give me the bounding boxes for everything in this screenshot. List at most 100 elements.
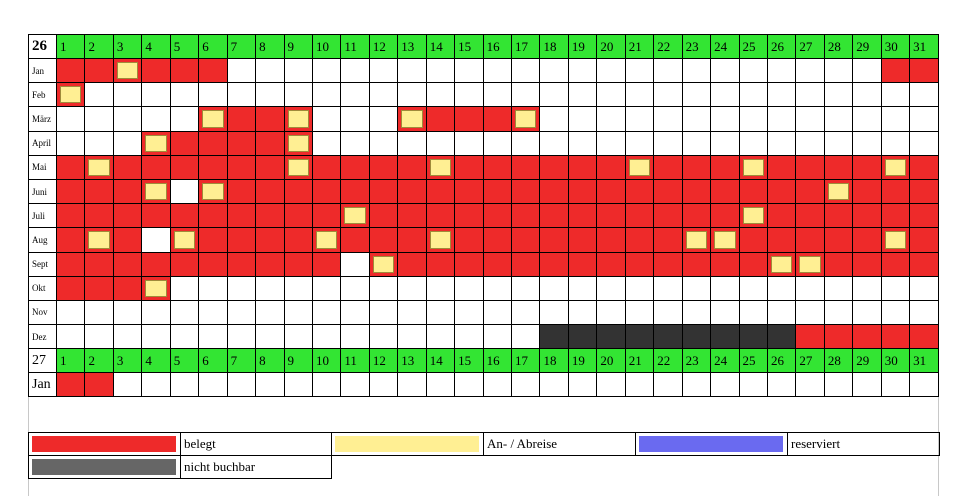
day-cell-booked[interactable] bbox=[226, 154, 257, 180]
day-cell-booked[interactable] bbox=[226, 251, 257, 277]
day-cell-booked[interactable] bbox=[311, 203, 342, 229]
day-cell-free[interactable] bbox=[368, 130, 399, 156]
day-cell-booked[interactable] bbox=[283, 178, 313, 205]
day-cell-free[interactable] bbox=[852, 372, 882, 397]
day-cell-booked[interactable] bbox=[397, 251, 427, 277]
day-cell-booked[interactable] bbox=[567, 227, 598, 253]
day-cell-arrival-departure[interactable] bbox=[738, 154, 768, 180]
day-cell-free[interactable] bbox=[795, 57, 825, 84]
day-cell-free[interactable] bbox=[880, 106, 911, 132]
day-cell-booked[interactable] bbox=[482, 203, 513, 229]
day-cell-free[interactable] bbox=[653, 82, 683, 108]
day-cell-free[interactable] bbox=[425, 130, 456, 156]
day-cell-free[interactable] bbox=[368, 275, 399, 301]
day-cell-booked[interactable] bbox=[226, 130, 257, 156]
day-cell-free[interactable] bbox=[226, 57, 257, 84]
day-cell-free[interactable] bbox=[823, 57, 854, 84]
day-cell-free[interactable] bbox=[539, 106, 569, 132]
day-cell-free[interactable] bbox=[880, 130, 911, 156]
day-cell-booked[interactable] bbox=[795, 178, 825, 205]
day-cell-booked[interactable] bbox=[425, 106, 456, 132]
day-cell-booked[interactable] bbox=[198, 130, 228, 156]
day-cell-free[interactable] bbox=[738, 275, 768, 301]
day-cell-free[interactable] bbox=[482, 275, 513, 301]
day-cell-not-bookable[interactable] bbox=[624, 324, 655, 350]
day-cell-arrival-departure[interactable] bbox=[880, 154, 911, 180]
day-cell-free[interactable] bbox=[539, 299, 569, 326]
day-cell-arrival-departure[interactable] bbox=[425, 227, 456, 253]
day-cell-booked[interactable] bbox=[340, 154, 370, 180]
day-cell-booked[interactable] bbox=[795, 154, 825, 180]
day-cell-booked[interactable] bbox=[112, 251, 143, 277]
day-cell-booked[interactable] bbox=[255, 130, 285, 156]
day-cell-booked[interactable] bbox=[425, 251, 456, 277]
day-cell-free[interactable] bbox=[653, 106, 683, 132]
day-cell-free[interactable] bbox=[539, 275, 569, 301]
day-cell-free[interactable] bbox=[141, 227, 171, 253]
day-cell-booked[interactable] bbox=[55, 227, 86, 253]
day-cell-free[interactable] bbox=[454, 275, 484, 301]
day-cell-booked[interactable] bbox=[311, 154, 342, 180]
day-cell-free[interactable] bbox=[766, 275, 797, 301]
day-cell-booked[interactable] bbox=[852, 154, 882, 180]
day-cell-free[interactable] bbox=[397, 372, 427, 397]
day-cell-free[interactable] bbox=[255, 372, 285, 397]
day-cell-booked[interactable] bbox=[55, 203, 86, 229]
day-cell-arrival-departure[interactable] bbox=[84, 154, 114, 180]
day-cell-free[interactable] bbox=[596, 372, 626, 397]
day-cell-free[interactable] bbox=[681, 82, 712, 108]
day-cell-free[interactable] bbox=[539, 372, 569, 397]
day-cell-booked[interactable] bbox=[510, 154, 541, 180]
day-cell-free[interactable] bbox=[311, 372, 342, 397]
day-cell-booked[interactable] bbox=[55, 251, 86, 277]
day-cell-booked[interactable] bbox=[425, 178, 456, 205]
day-cell-booked[interactable] bbox=[454, 106, 484, 132]
day-cell-free[interactable] bbox=[340, 57, 370, 84]
day-cell-booked[interactable] bbox=[653, 154, 683, 180]
day-cell-booked[interactable] bbox=[880, 324, 911, 350]
day-cell-free[interactable] bbox=[283, 299, 313, 326]
day-cell-booked[interactable] bbox=[624, 251, 655, 277]
day-cell-free[interactable] bbox=[454, 299, 484, 326]
day-cell-booked[interactable] bbox=[482, 178, 513, 205]
day-cell-free[interactable] bbox=[198, 372, 228, 397]
day-cell-free[interactable] bbox=[567, 106, 598, 132]
day-cell-free[interactable] bbox=[880, 82, 911, 108]
day-cell-booked[interactable] bbox=[198, 227, 228, 253]
day-cell-free[interactable] bbox=[425, 275, 456, 301]
day-cell-free[interactable] bbox=[169, 106, 200, 132]
day-cell-booked[interactable] bbox=[84, 178, 114, 205]
day-cell-free[interactable] bbox=[795, 130, 825, 156]
day-cell-booked[interactable] bbox=[510, 227, 541, 253]
day-cell-free[interactable] bbox=[84, 324, 114, 350]
day-cell-booked[interactable] bbox=[539, 251, 569, 277]
day-cell-free[interactable] bbox=[112, 299, 143, 326]
day-cell-free[interactable] bbox=[823, 299, 854, 326]
day-cell-booked[interactable] bbox=[454, 227, 484, 253]
day-cell-arrival-departure[interactable] bbox=[141, 275, 171, 301]
day-cell-booked[interactable] bbox=[653, 203, 683, 229]
day-cell-free[interactable] bbox=[482, 299, 513, 326]
day-cell-booked[interactable] bbox=[852, 203, 882, 229]
day-cell-booked[interactable] bbox=[368, 154, 399, 180]
day-cell-free[interactable] bbox=[681, 275, 712, 301]
day-cell-free[interactable] bbox=[141, 372, 171, 397]
day-cell-free[interactable] bbox=[482, 57, 513, 84]
day-cell-booked[interactable] bbox=[84, 275, 114, 301]
day-cell-booked[interactable] bbox=[368, 227, 399, 253]
day-cell-arrival-departure[interactable] bbox=[112, 57, 143, 84]
day-cell-free[interactable] bbox=[169, 82, 200, 108]
day-cell-free[interactable] bbox=[255, 82, 285, 108]
day-cell-free[interactable] bbox=[909, 275, 939, 301]
day-cell-booked[interactable] bbox=[567, 154, 598, 180]
day-cell-free[interactable] bbox=[909, 106, 939, 132]
day-cell-free[interactable] bbox=[454, 130, 484, 156]
day-cell-booked[interactable] bbox=[169, 251, 200, 277]
day-cell-free[interactable] bbox=[311, 299, 342, 326]
day-cell-free[interactable] bbox=[766, 106, 797, 132]
day-cell-booked[interactable] bbox=[198, 203, 228, 229]
day-cell-not-bookable[interactable] bbox=[710, 324, 740, 350]
day-cell-free[interactable] bbox=[766, 372, 797, 397]
day-cell-free[interactable] bbox=[909, 130, 939, 156]
day-cell-booked[interactable] bbox=[766, 178, 797, 205]
